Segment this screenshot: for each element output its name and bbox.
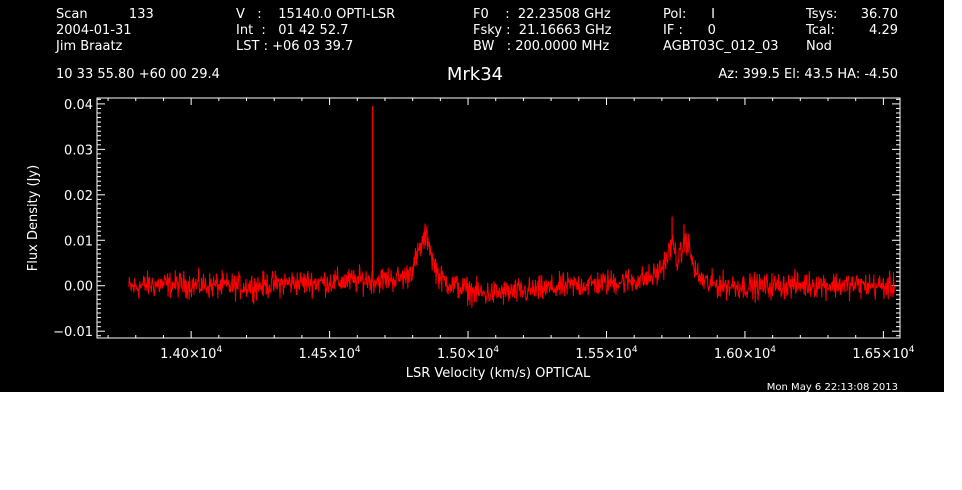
chart-title: Mrk34 — [447, 64, 503, 85]
x-tick-label: 1.40×104 — [160, 345, 222, 362]
spectrum-plot-panel: Scan 133 2004-01-31 Jim Braatz V : 15140.0 … — [0, 0, 944, 392]
header-col2-line-3: LST : +06 03 39.7 — [236, 39, 353, 54]
header-col3-line-3: BW : 200.0000 MHz — [473, 39, 609, 54]
y-tick-label: 0.01 — [64, 234, 93, 249]
spectrum-trace — [128, 223, 895, 308]
x-tick-exponent: 4 — [216, 345, 222, 355]
y-axis-label: Flux Density (Jy) — [26, 165, 41, 271]
y-tick-label: 0.02 — [64, 189, 93, 204]
x-tick-label: 1.45×104 — [299, 345, 361, 362]
header-col3-line-2: Fsky : 21.16663 GHz — [473, 23, 612, 38]
x-tick-label: 1.55×104 — [575, 345, 637, 362]
plot-timestamp: Mon May 6 22:13:08 2013 — [767, 382, 898, 392]
header-col4-line-1: Pol: I — [663, 7, 715, 22]
x-tick-exponent: 4 — [909, 345, 915, 355]
x-tick-label: 1.60×104 — [714, 345, 776, 362]
telescope-pointing: Az: 399.5 El: 43.5 HA: -4.50 — [718, 67, 898, 82]
header-col5_values-line-1: 36.70 — [861, 7, 898, 22]
x-tick-label: 1.65×104 — [852, 345, 914, 362]
header-col1-line-3: Jim Braatz — [55, 39, 123, 54]
header-col1-line-2: 2004-01-31 — [56, 23, 132, 38]
x-tick-exponent: 4 — [770, 345, 776, 355]
header-col3-line-1: F0 : 22.23508 GHz — [473, 7, 611, 22]
header-col1-line-1: Scan 133 — [56, 7, 154, 22]
x-tick-exponent: 4 — [632, 345, 638, 355]
header-col4-line-2: IF : 0 — [663, 23, 716, 38]
source-coordinates: 10 33 55.80 +60 00 29.4 — [56, 67, 220, 82]
y-tick-label: 0.03 — [64, 143, 93, 158]
y-tick-label: 0.04 — [64, 98, 93, 113]
axis-ticks: 1.40×104 1.45×104 1.50×104 1.55×104 1.60×104… — [53, 98, 915, 362]
header-col5_labels-line-2: Tcal: — [805, 23, 835, 38]
header-col2-line-2: Int : 01 42 52.7 — [236, 23, 349, 38]
x-axis-label: LSR Velocity (km/s) OPTICAL — [406, 366, 591, 381]
x-tick-mantissa: 1.65×10 — [852, 347, 908, 362]
x-tick-mantissa: 1.40×10 — [160, 347, 216, 362]
x-tick-mantissa: 1.45×10 — [299, 347, 355, 362]
x-tick-mantissa: 1.50×10 — [437, 347, 493, 362]
header-col5_labels-line-1: Tsys: — [805, 7, 837, 22]
x-tick-exponent: 4 — [355, 345, 361, 355]
header-col5_labels-line-3: Nod — [806, 39, 832, 54]
x-tick-mantissa: 1.55×10 — [575, 347, 631, 362]
header-col2-line-1: V : 15140.0 OPTI-LSR — [236, 7, 395, 22]
y-tick-label: 0.00 — [64, 280, 93, 295]
plot-axes-frame — [96, 97, 901, 339]
x-tick-mantissa: 1.60×10 — [714, 347, 770, 362]
y-tick-label: −0.01 — [53, 325, 93, 340]
header-col5_values-line-2: 4.29 — [869, 23, 898, 38]
x-tick-exponent: 4 — [493, 345, 499, 355]
header-col4-line-3: AGBT03C_012_03 — [663, 39, 779, 54]
x-tick-label: 1.50×104 — [437, 345, 499, 362]
plot-data-area — [128, 106, 895, 308]
